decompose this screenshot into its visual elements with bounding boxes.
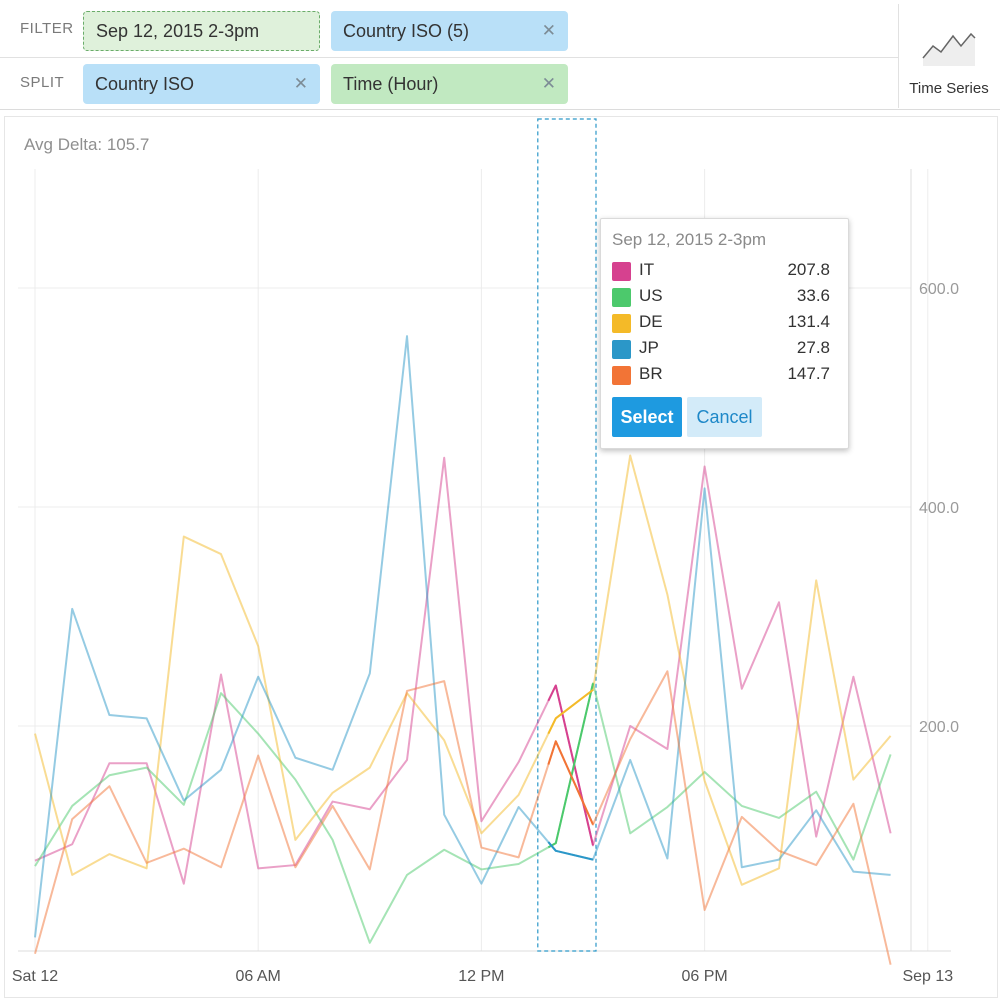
select-button[interactable]: Select [612,397,682,437]
header-bar: FILTER Sep 12, 2015 2-3pm Country ISO (5… [0,0,1000,110]
y-tick-label: 200.0 [919,719,959,736]
series-highlight-it [547,684,594,846]
tooltip-swatch-jp [612,340,631,359]
series-line-jp[interactable] [34,335,891,938]
x-tick-label: 12 PM [458,968,504,985]
tooltip-swatch-br [612,366,631,385]
selection-highlight-box[interactable] [537,118,597,952]
remove-time-split-close-icon[interactable]: ✕ [541,74,556,93]
x-tick-label: Sep 13 [902,968,953,985]
time-filter-pill[interactable]: Sep 12, 2015 2-3pm [83,11,320,51]
tooltip-value-br: 147.7 [787,364,830,383]
series-highlight-jp [547,841,594,861]
tooltip-title: Sep 12, 2015 2-3pm [612,230,767,249]
tooltip-row-it: IT 207.8 [612,260,840,284]
time-filter-pill-label: Sep 12, 2015 2-3pm [96,21,260,41]
time-split-pill-label: Time (Hour) [343,74,439,94]
cancel-button[interactable]: Cancel [687,397,762,437]
series-line-de[interactable] [34,454,892,886]
split-row: SPLIT Country ISO ✕ Time (Hour) ✕ [0,57,898,109]
time-split-pill[interactable]: Time (Hour) ✕ [331,64,568,104]
time-series-chart[interactable]: 200.0 400.0 600.0 Sat 12 06 AM 12 PM 06 PM Sep … [5,117,999,999]
country-split-pill[interactable]: Country ISO ✕ [83,64,320,104]
tooltip-name-us: US [639,286,663,305]
tooltip-name-de: DE [639,312,663,331]
tooltip-value-it: 207.8 [787,260,830,279]
x-tick-label: 06 AM [236,968,281,985]
tooltip-row-br: BR 147.7 [612,364,840,388]
tooltip-value-us: 33.6 [796,286,830,305]
series-highlight-br [547,740,594,825]
x-tick-label: 06 PM [681,968,727,985]
visualization-selector[interactable]: Time Series [898,4,998,108]
country-split-pill-label: Country ISO [95,74,195,94]
x-tick-label: Sat 12 [12,968,58,985]
series-line-us[interactable] [34,682,892,944]
country-filter-pill[interactable]: Country ISO (5) ✕ [331,11,568,51]
tooltip-value-jp: 27.8 [796,338,830,357]
tooltip-row-jp: JP 27.8 [612,338,840,362]
y-tick-label: 600.0 [919,281,959,298]
tooltip-name-br: BR [639,364,663,383]
tooltip-value-de: 131.4 [787,312,830,331]
tooltip-row-de: DE 131.4 [612,312,840,336]
filter-label: FILTER [20,20,74,37]
tooltip-swatch-de [612,314,631,333]
series-line-it[interactable] [34,456,892,885]
hover-tooltip: Sep 12, 2015 2-3pm IT 207.8 US 33.6 DE 1… [600,218,849,449]
line-chart-icon [922,32,976,66]
series-line-br[interactable] [34,670,892,965]
split-label: SPLIT [20,74,65,91]
tooltip-swatch-it [612,262,631,281]
filter-row: FILTER Sep 12, 2015 2-3pm Country ISO (5… [0,4,898,56]
remove-country-split-close-icon[interactable]: ✕ [293,74,308,93]
chart-title: Avg Delta: 105.7 [24,135,149,154]
visualization-label: Time Series [909,80,989,97]
tooltip-name-jp: JP [639,338,659,357]
series-highlight-de [547,689,594,735]
remove-country-filter-close-icon[interactable]: ✕ [541,21,556,40]
y-tick-label: 400.0 [919,500,959,517]
tooltip-row-us: US 33.6 [612,286,840,310]
country-filter-pill-label: Country ISO (5) [343,21,470,41]
tooltip-name-it: IT [639,260,655,279]
tooltip-swatch-us [612,288,631,307]
